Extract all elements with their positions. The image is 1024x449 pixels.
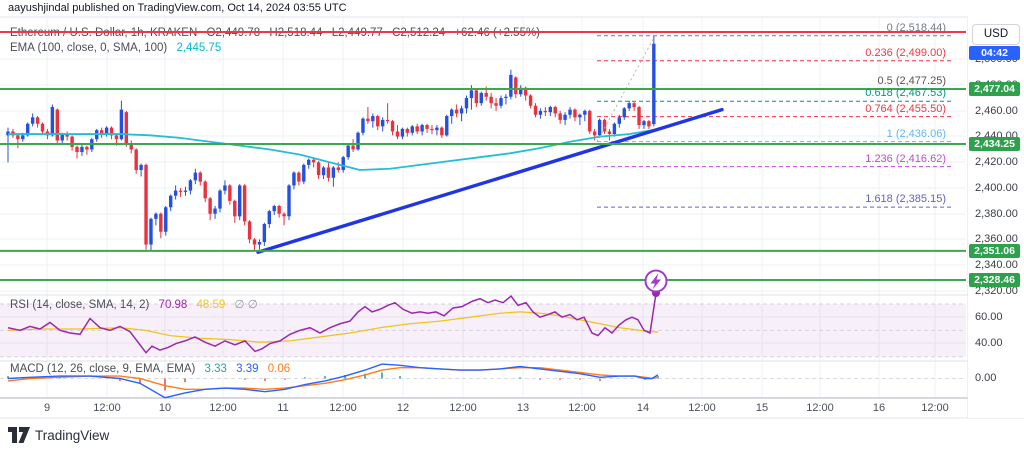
fib-level-label: 0 (2,518.44) bbox=[886, 21, 946, 34]
fib-level-label: 0.618 (2,467.53) bbox=[865, 87, 946, 100]
bar-countdown-badge: 04:42 bbox=[969, 46, 1020, 60]
byline: aayushjindal published on TradingView.co… bbox=[8, 2, 347, 14]
rsi-band-values: ∅ ∅ bbox=[234, 299, 258, 311]
ohlc-close: C2,512.24 bbox=[392, 27, 446, 39]
ema-legend: EMA (100, close, 0, SMA, 100) 2,445.75 bbox=[10, 42, 227, 54]
tradingview-footer[interactable]: TradingView bbox=[8, 427, 109, 443]
fib-level-label: 1 (2,436.06) bbox=[886, 127, 946, 140]
fib-level-label: 0.764 (2,455.50) bbox=[865, 102, 946, 115]
ohlc-change: +62.46 (+2.55%) bbox=[454, 27, 541, 39]
ema-value: 2,445.75 bbox=[176, 42, 222, 54]
resistance-line-overlay bbox=[0, 31, 966, 33]
ohlc-low: L2,449.77 bbox=[331, 27, 383, 39]
symbol-title: Ethereum / U.S. Dollar, 1h, KRAKEN bbox=[10, 27, 198, 39]
price-scale-label: 60.00 bbox=[975, 311, 1003, 323]
macd-label: MACD (12, 26, close, 9, EMA, EMA) bbox=[10, 363, 196, 375]
price-scale-label: 0.00 bbox=[975, 372, 997, 384]
time-axis-label: 9 bbox=[43, 402, 51, 414]
time-axis-label: 12:00 bbox=[688, 402, 716, 414]
tradingview-brand-text: TradingView bbox=[35, 427, 110, 443]
time-axis-label: 12 bbox=[396, 402, 410, 414]
time-axis-label: 12:00 bbox=[209, 402, 237, 414]
rsi-legend: RSI (14, close, SMA, 14, 2) 70.98 48.59 … bbox=[10, 297, 264, 311]
price-scale-label: 2,460.00 bbox=[975, 105, 1018, 117]
macd-legend: MACD (12, 26, close, 9, EMA, EMA) 3.33 3… bbox=[10, 363, 296, 375]
price-level-badge: 2,328.46 bbox=[969, 273, 1020, 287]
macd-hist-value: 3.33 bbox=[204, 363, 227, 375]
fib-level-label: 0.236 (2,499.00) bbox=[865, 46, 946, 59]
symbol-legend: Ethereum / U.S. Dollar, 1h, KRAKEN O2,44… bbox=[10, 27, 546, 39]
ohlc-high: H2,518.44 bbox=[269, 27, 323, 39]
macd-signal-value: 0.06 bbox=[267, 363, 291, 375]
price-scale-label: 2,360.00 bbox=[975, 233, 1018, 245]
rsi-ma-value: 48.59 bbox=[196, 299, 226, 311]
time-axis-label: 13 bbox=[516, 402, 530, 414]
currency-toggle-button[interactable]: USD bbox=[972, 24, 1020, 45]
price-scale-label: 2,400.00 bbox=[975, 182, 1018, 194]
rsi-label: RSI (14, close, SMA, 14, 2) bbox=[10, 299, 150, 311]
price-level-badge: 2,351.06 bbox=[969, 244, 1020, 258]
time-axis-label: 12:00 bbox=[568, 402, 596, 414]
fib-level-label: 1.618 (2,385.15) bbox=[865, 193, 946, 206]
price-scale-label: 2,420.00 bbox=[975, 156, 1018, 168]
time-axis-label: 12:00 bbox=[806, 402, 834, 414]
lightning-icon bbox=[650, 273, 661, 290]
time-axis-label: 16 bbox=[872, 402, 886, 414]
price-scale-label: 2,320.00 bbox=[975, 285, 1018, 297]
price-level-badge: 2,477.04 bbox=[969, 82, 1020, 96]
price-scale[interactable] bbox=[968, 0, 1024, 418]
time-axis-label: 12:00 bbox=[329, 402, 357, 414]
tradingview-logo-icon bbox=[8, 427, 30, 443]
ema-label: EMA (100, close, 0, SMA, 100) bbox=[10, 42, 168, 54]
macd-value: 3.39 bbox=[236, 363, 259, 375]
time-axis-label: 14 bbox=[636, 402, 650, 414]
time-axis-label: 15 bbox=[755, 402, 769, 414]
fib-level-label: 0.5 (2,477.25) bbox=[877, 74, 947, 87]
fib-level-label: 1.236 (2,416.62) bbox=[865, 152, 946, 165]
price-scale-label: 2,380.00 bbox=[975, 208, 1018, 220]
time-axis-label: 10 bbox=[158, 402, 172, 414]
ohlc-open: O2,449.78 bbox=[206, 27, 261, 39]
time-axis-label: 12:00 bbox=[449, 402, 477, 414]
price-level-badge: 2,434.25 bbox=[969, 137, 1020, 151]
time-axis-label: 12:00 bbox=[93, 402, 121, 414]
time-axis-label: 11 bbox=[277, 402, 289, 414]
price-scale-label: 2,340.00 bbox=[975, 259, 1018, 271]
price-scale-label: 40.00 bbox=[975, 337, 1003, 349]
rsi-value: 70.98 bbox=[158, 299, 188, 311]
time-axis-label: 12:00 bbox=[921, 402, 949, 414]
